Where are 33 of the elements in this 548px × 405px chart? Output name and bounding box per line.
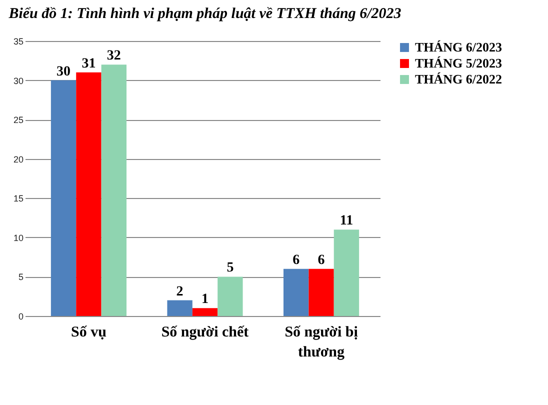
bar bbox=[334, 230, 360, 316]
legend-label: THÁNG 6/2022 bbox=[415, 72, 502, 86]
data-label: 2 bbox=[176, 284, 184, 300]
legend-label: THÁNG 6/2023 bbox=[415, 40, 503, 54]
x-tick-label: Số người bị thương bbox=[284, 324, 358, 360]
y-tick-label: 30 bbox=[13, 76, 24, 86]
bar bbox=[218, 276, 243, 316]
bar bbox=[101, 64, 127, 316]
data-label: 11 bbox=[340, 214, 354, 229]
bar bbox=[76, 72, 102, 316]
y-tick-label: 15 bbox=[13, 194, 24, 204]
chart-title: Biểu đồ 1: Tình hình vi phạm pháp luật về TTXH tháng 6/2023 bbox=[8, 6, 402, 22]
data-label: 6 bbox=[318, 252, 325, 268]
data-label: 30 bbox=[56, 64, 71, 80]
y-tick-label: 5 bbox=[18, 272, 24, 282]
y-tick-label: 10 bbox=[13, 232, 24, 243]
data-label: 32 bbox=[106, 48, 121, 64]
y-tick-label: 20 bbox=[13, 154, 24, 164]
bar bbox=[283, 268, 309, 316]
bar bbox=[167, 300, 192, 316]
data-label: 31 bbox=[82, 56, 96, 72]
data-label: 1 bbox=[202, 292, 208, 308]
x-tick-label: Số người chết bbox=[161, 324, 249, 340]
bar bbox=[192, 308, 218, 316]
bar bbox=[50, 80, 76, 316]
legend-label: THÁNG 5/2023 bbox=[415, 56, 503, 70]
bar bbox=[308, 268, 334, 316]
x-tick-label: Số vụ bbox=[71, 324, 106, 340]
y-tick-label: 35 bbox=[13, 36, 24, 46]
y-tick-label: 0 bbox=[18, 312, 24, 322]
data-label: 5 bbox=[226, 260, 234, 276]
data-label: 6 bbox=[292, 252, 300, 268]
y-tick-label: 25 bbox=[13, 115, 24, 126]
